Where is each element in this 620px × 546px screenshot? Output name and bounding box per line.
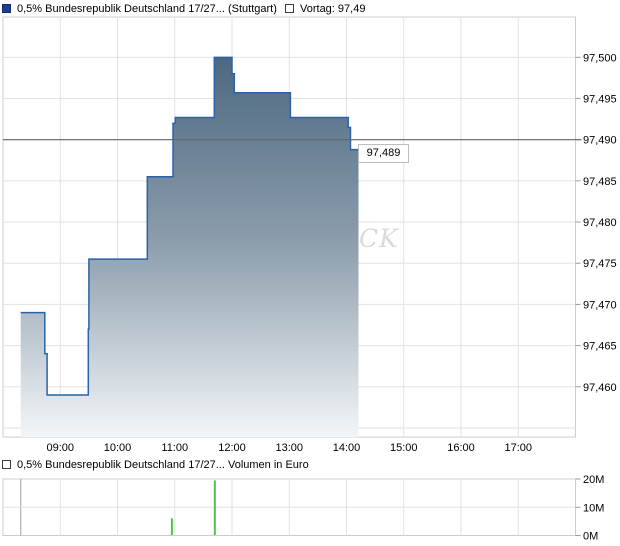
x-axis-tick-label: 10:00 — [104, 442, 132, 454]
x-axis-tick-label: 17:00 — [504, 442, 532, 454]
volume-series-label: 0,5% Bundesrepublik Deutschland 17/27...… — [17, 459, 309, 471]
y-axis-tick-label: 97,495 — [583, 94, 617, 106]
volume-axis-tick-label: 10M — [583, 502, 604, 514]
y-axis-tick-label: 97,485 — [583, 176, 617, 188]
x-axis-tick-label: 12:00 — [218, 442, 246, 454]
x-axis-tick-label: 11:00 — [161, 442, 188, 454]
price-area-fill — [20, 57, 359, 438]
filled-square-icon — [2, 4, 11, 13]
price-step-line — [20, 56, 359, 396]
y-axis-tick-label: 97,480 — [583, 217, 617, 229]
y-axis-tick-label: 97,465 — [583, 341, 617, 353]
previous-close-label: Vortag: 97,49 — [300, 3, 366, 15]
price-series-legend-item: 0,5% Bundesrepublik Deutschland 17/27...… — [2, 2, 277, 17]
x-axis-tick-label: 15:00 — [390, 442, 418, 454]
x-axis-tick-label: 13:00 — [275, 442, 303, 454]
empty-square-icon — [285, 4, 294, 13]
last-price-flag: 97,489 — [358, 144, 409, 163]
previous-close-legend-item: Vortag: 97,49 — [285, 2, 365, 17]
y-axis-tick-label: 97,475 — [583, 258, 617, 270]
y-axis-tick-label: 97,470 — [583, 299, 617, 311]
empty-square-icon — [2, 460, 11, 469]
x-axis-tick-label: 14:00 — [333, 442, 361, 454]
volume-axis-tick-label: 0M — [583, 531, 598, 543]
y-axis-tick-label: 97,460 — [583, 382, 617, 394]
price-series-label: 0,5% Bundesrepublik Deutschland 17/27...… — [17, 3, 277, 15]
y-axis-tick-label: 97,490 — [583, 135, 617, 147]
y-axis-tick-label: 97,500 — [583, 52, 617, 64]
watermark-text: CK — [359, 224, 399, 253]
x-axis-tick-label: 09:00 — [46, 442, 74, 454]
volume-axis-tick-label: 20M — [583, 474, 604, 486]
x-axis-tick-label: 16:00 — [447, 442, 475, 454]
